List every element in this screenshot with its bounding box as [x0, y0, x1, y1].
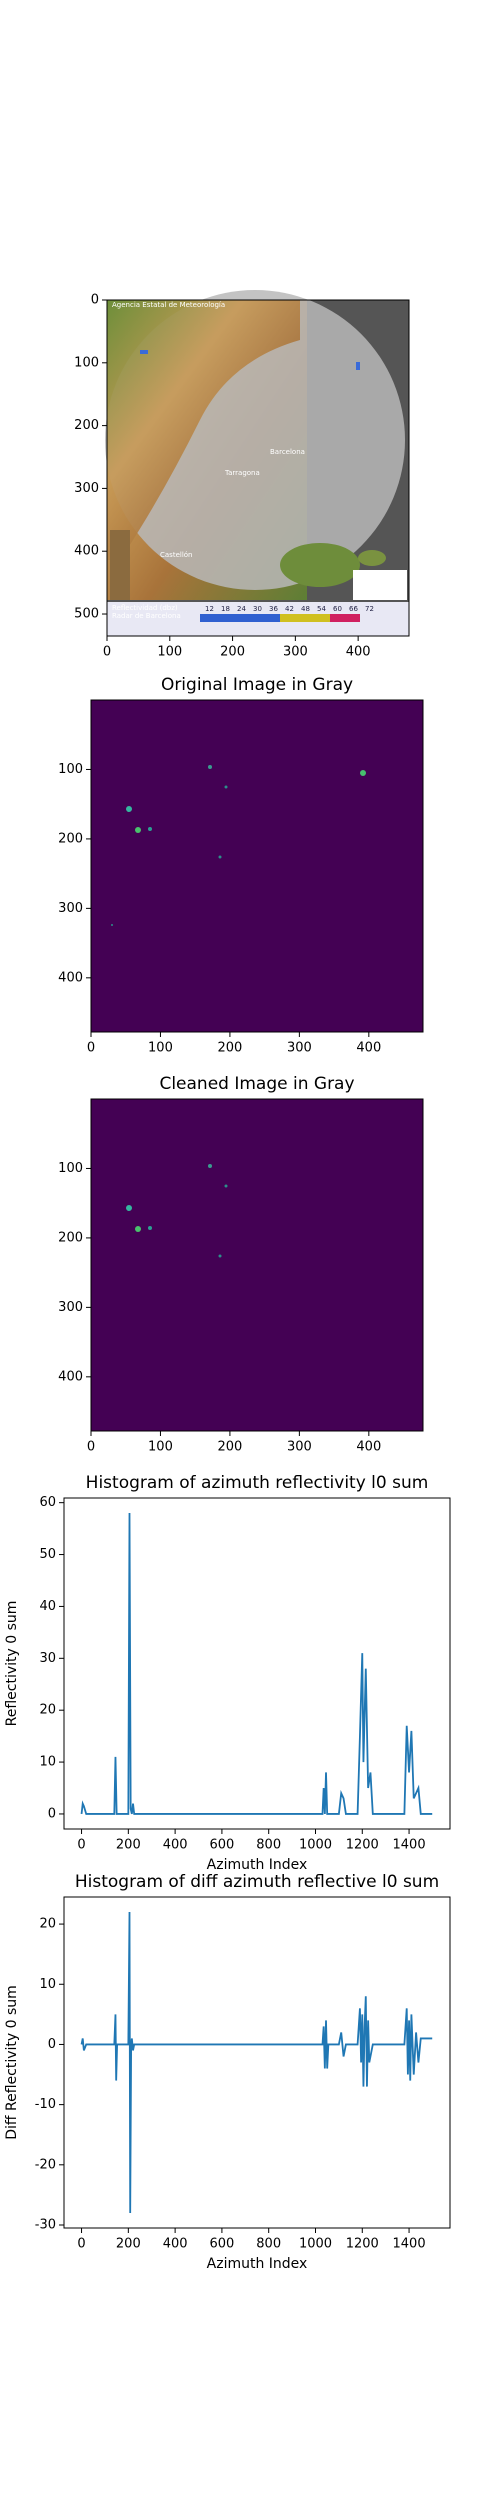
y-tick-label: 30	[39, 1651, 56, 1666]
axes-frame	[90, 699, 424, 1033]
x-tick-label: 0	[87, 1041, 95, 1056]
annotation: Reflectividad (dbz)	[112, 604, 178, 612]
y-tick-label: -20	[35, 2157, 56, 2172]
scale-label: 12	[205, 605, 214, 613]
y-tick-label: -30	[35, 2217, 56, 2232]
y-tick-label: 400	[58, 1369, 83, 1384]
scale-label: 66	[349, 605, 358, 613]
y-tick-label: 100	[58, 762, 83, 777]
x-tick-label: 1400	[393, 1838, 426, 1853]
scale-label: 54	[317, 605, 326, 613]
x-tick-label: 0	[77, 2237, 85, 2252]
y-tick-label: 200	[74, 418, 99, 433]
scale-label: 60	[333, 605, 342, 613]
y-axis-label: Reflectivity 0 sum	[4, 1601, 20, 1727]
y-tick-label: 50	[39, 1547, 56, 1562]
scale-label: 42	[285, 605, 294, 613]
x-tick-label: 200	[116, 2237, 141, 2252]
series-line	[80, 1513, 433, 1815]
x-tick-label: 1000	[299, 2237, 332, 2252]
x-tick-label: 400	[346, 645, 371, 660]
x-tick-label: 600	[209, 2237, 234, 2252]
axes-frame	[63, 1497, 451, 1830]
gray-image	[91, 700, 423, 1032]
annotation: Radar de Barcelona	[112, 612, 181, 620]
x-tick-label: 600	[209, 1838, 234, 1853]
x-tick-label: 200	[116, 1838, 141, 1853]
x-tick-label: 1200	[346, 1838, 379, 1853]
y-tick-label: 10	[39, 1755, 56, 1770]
y-tick-label: 500	[74, 607, 99, 622]
x-tick-label: 0	[103, 645, 111, 660]
x-tick-label: 200	[220, 645, 245, 660]
x-tick-label: 400	[356, 1440, 381, 1455]
x-axis-label: Azimuth Index	[207, 2256, 308, 2272]
chart-title: Histogram of azimuth reflectivity l0 sum	[86, 1473, 429, 1493]
y-tick-label: 400	[58, 970, 83, 985]
x-tick-label: 300	[287, 1440, 312, 1455]
y-tick-label: 300	[58, 901, 83, 916]
y-tick-label: 40	[39, 1599, 56, 1614]
x-tick-label: 0	[77, 1838, 85, 1853]
y-tick-label: 200	[58, 1230, 83, 1245]
y-tick-label: 20	[39, 1917, 56, 1932]
annotation: AEmet	[365, 581, 388, 589]
y-tick-label: 0	[48, 1806, 56, 1821]
x-tick-label: 200	[217, 1440, 242, 1455]
scale-label: 48	[301, 605, 310, 613]
x-tick-label: 400	[163, 1838, 188, 1853]
annotation: Barcelona	[270, 448, 305, 456]
axes-frame	[90, 1098, 424, 1432]
x-tick-label: 400	[356, 1041, 381, 1056]
x-tick-label: 300	[283, 645, 308, 660]
x-tick-label: 400	[163, 2237, 188, 2252]
chart-title: Original Image in Gray	[161, 675, 353, 695]
axes-frame	[63, 1896, 451, 2229]
x-axis-label: Azimuth Index	[207, 1857, 308, 1873]
scale-label: 24	[237, 605, 246, 613]
x-tick-label: 0	[87, 1440, 95, 1455]
x-tick-label: 1000	[299, 1838, 332, 1853]
cleaned-image	[91, 1099, 423, 1431]
x-tick-label: 100	[148, 1440, 173, 1455]
y-tick-label: 200	[58, 831, 83, 846]
scale-label: 18	[221, 605, 230, 613]
y-tick-label: 60	[39, 1495, 56, 1510]
radar-image	[105, 290, 409, 636]
x-tick-label: 800	[256, 2237, 281, 2252]
annotation: Tarragona	[224, 469, 260, 477]
axes-frame	[106, 299, 410, 637]
y-tick-label: 400	[74, 544, 99, 559]
x-tick-label: 800	[256, 1838, 281, 1853]
y-axis-label: Diff Reflectivity 0 sum	[4, 1985, 20, 2140]
x-tick-label: 200	[217, 1041, 242, 1056]
x-tick-label: 300	[287, 1041, 312, 1056]
chart-title: Histogram of diff azimuth reflective l0 …	[75, 1872, 439, 1892]
scale-label: 72	[365, 605, 374, 613]
chart-title: Cleaned Image in Gray	[159, 1074, 354, 1094]
series-line	[80, 1912, 433, 2213]
y-tick-label: 10	[39, 1977, 56, 1992]
scale-label: 30	[253, 605, 262, 613]
y-tick-label: 100	[74, 355, 99, 370]
y-tick-label: 300	[58, 1300, 83, 1315]
y-tick-label: -10	[35, 2097, 56, 2112]
scale-label: 36	[269, 605, 278, 613]
annotation: Agencia Estatal de Meteorología	[112, 301, 225, 309]
y-tick-label: 20	[39, 1703, 56, 1718]
y-tick-label: 0	[91, 293, 99, 308]
y-tick-label: 0	[48, 2037, 56, 2052]
x-tick-label: 100	[157, 645, 182, 660]
x-tick-label: 100	[148, 1041, 173, 1056]
y-tick-label: 300	[74, 481, 99, 496]
x-tick-label: 1200	[346, 2237, 379, 2252]
y-tick-label: 100	[58, 1161, 83, 1176]
annotation: Castellón	[160, 551, 192, 559]
x-tick-label: 1400	[393, 2237, 426, 2252]
